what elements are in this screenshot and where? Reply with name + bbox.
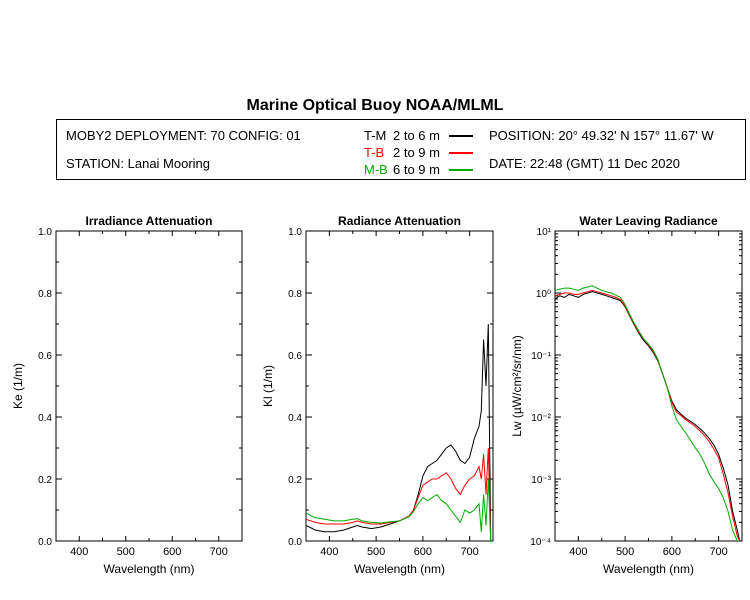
y-tick-label: 0.8	[288, 289, 302, 300]
x-tick-label: 400	[569, 546, 587, 558]
plot-frame	[305, 230, 494, 542]
x-tick-label: 700	[210, 546, 228, 558]
y-axis-label: Ke (1/m)	[11, 363, 25, 409]
y-tick-label: 0.8	[38, 289, 52, 300]
series-line-m-b	[555, 285, 740, 541]
x-axis-label: Wavelength (nm)	[354, 562, 445, 576]
legend-range-tm: 2 to 6 m	[393, 128, 440, 143]
chart-title: Irradiance Attenuation	[86, 214, 213, 228]
x-tick-label: 600	[414, 546, 432, 558]
chart-panel-3: Water Leaving Radiance 400 500 600 700 10⁻⁴ 10…	[510, 214, 743, 576]
x-tick-label: 700	[709, 546, 727, 558]
plot-frame	[554, 230, 743, 542]
chart-panel-2: Radiance Attenuation 400 500 600 700 0.0 0.2 0.…	[261, 214, 494, 576]
y-tick-label: 0.0	[38, 537, 52, 548]
x-tick-label: 500	[616, 546, 634, 558]
series-line-t-m	[306, 323, 492, 541]
legend-key-tb: T-B	[364, 145, 385, 160]
x-tick-label: 400	[320, 546, 338, 558]
series-line-t-b	[306, 447, 492, 541]
legend-key-mb: M-B	[364, 162, 388, 177]
series-line-t-m	[555, 291, 741, 541]
y-tick-label: 10⁻⁴	[530, 537, 551, 548]
chart-panel-1: Irradiance Attenuation 400 500 600 700 0.0 0.2…	[11, 214, 243, 576]
legend-range-tb: 2 to 9 m	[393, 145, 440, 160]
x-tick-label: 700	[460, 546, 478, 558]
position-text: POSITION: 20° 49.32' N 157° 11.67' W	[489, 128, 714, 143]
y-tick-label: 10⁻³	[531, 475, 551, 486]
deployment-text: MOBY2 DEPLOYMENT: 70 CONFIG: 01	[66, 128, 301, 143]
x-tick-label: 400	[70, 546, 88, 558]
legend-line-tb	[449, 152, 473, 154]
date-text: DATE: 22:48 (GMT) 11 Dec 2020	[489, 156, 680, 171]
x-tick-label: 600	[663, 546, 681, 558]
y-tick-label: 10⁻¹	[531, 351, 551, 362]
series-line-t-b	[555, 289, 741, 541]
plot-frame	[55, 230, 243, 542]
y-axis-label: Lw (µW/cm²/sr/nm)	[510, 335, 524, 437]
y-tick-label: 0.0	[288, 537, 302, 548]
y-tick-label: 10⁻²	[531, 413, 551, 424]
legend-line-tm	[449, 135, 473, 137]
y-tick-label: 0.6	[288, 351, 302, 362]
y-tick-label: 1.0	[288, 227, 302, 238]
legend-key-tm: T-M	[364, 128, 387, 143]
header-info-box: MOBY2 DEPLOYMENT: 70 CONFIG: 01 STATION:…	[56, 119, 746, 180]
y-tick-label: 10⁰	[536, 289, 551, 300]
chart-title: Water Leaving Radiance	[579, 214, 718, 228]
x-tick-label: 500	[367, 546, 385, 558]
y-tick-label: 10¹	[537, 227, 552, 238]
x-axis-label: Wavelength (nm)	[104, 562, 195, 576]
page-title: Marine Optical Buoy NOAA/MLML	[246, 97, 504, 114]
y-tick-label: 1.0	[38, 227, 52, 238]
x-tick-label: 500	[117, 546, 135, 558]
legend-range-mb: 6 to 9 m	[393, 162, 440, 177]
station-text: STATION: Lanai Mooring	[66, 156, 211, 171]
y-tick-label: 0.2	[288, 475, 302, 486]
chart-title: Radiance Attenuation	[338, 214, 461, 228]
y-tick-label: 0.2	[38, 475, 52, 486]
x-tick-label: 600	[163, 546, 181, 558]
y-tick-label: 0.4	[288, 413, 302, 424]
y-tick-label: 0.4	[38, 413, 52, 424]
y-axis-label: Kl (1/m)	[261, 365, 275, 407]
y-tick-label: 0.6	[38, 351, 52, 362]
x-axis-label: Wavelength (nm)	[603, 562, 694, 576]
legend-line-mb	[449, 169, 473, 171]
series-line-m-b	[306, 478, 492, 541]
